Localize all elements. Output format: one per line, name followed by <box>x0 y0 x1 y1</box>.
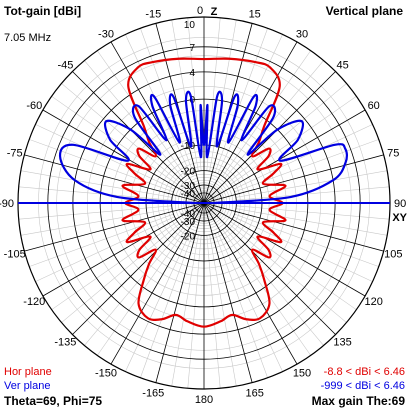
radial-tick-label: -30 <box>181 217 196 228</box>
angle-tick-label: 30 <box>296 28 308 40</box>
radial-tick-label: -40 <box>181 189 196 200</box>
angle-tick-label: 90 <box>394 198 406 210</box>
legend-hor-plane: Hor plane <box>4 366 52 378</box>
grid-spoke-major <box>203 202 366 297</box>
angle-tick-label: -150 <box>95 368 117 380</box>
radial-tick-label: -20 <box>181 231 196 242</box>
hor-range: -8.8 < dBi < 6.46 <box>323 366 405 378</box>
angle-tick-label: -75 <box>7 147 23 159</box>
grid-spoke-major <box>203 202 384 252</box>
grid-spoke-minor <box>217 232 283 372</box>
grid-spoke-major <box>24 202 205 252</box>
angle-tick-label: 15 <box>249 9 261 21</box>
radial-tick-label: -30 <box>181 181 196 192</box>
grid-spoke-major <box>203 109 366 204</box>
max-gain-readout: Max gain The:69 <box>311 394 405 408</box>
angle-tick-label: 75 <box>387 147 399 159</box>
angle-tick-label: 150 <box>293 368 311 380</box>
grid-spoke-major <box>203 154 384 204</box>
angle-tick-label: 105 <box>384 249 402 261</box>
grid-spoke-major <box>155 202 205 383</box>
angle-tick-label: 135 <box>333 337 351 349</box>
angle-tick-label: -60 <box>26 100 42 112</box>
angle-tick-label: -105 <box>4 249 26 261</box>
radial-tick-label: 7 <box>189 43 195 54</box>
angle-tick-label: 45 <box>336 59 348 71</box>
axis-label-z: Z <box>211 6 218 18</box>
grid-spoke-major <box>72 202 205 335</box>
angle-tick-label: -135 <box>54 337 76 349</box>
frequency-label: 7.05 MHz <box>4 32 52 44</box>
grid-spoke-minor <box>125 232 191 372</box>
angle-tick-label: -165 <box>142 387 164 399</box>
angle-tick-label: 0 <box>197 5 203 17</box>
grid-spoke-major <box>110 202 205 365</box>
grid-spoke-major <box>42 202 205 297</box>
angle-tick-label: -15 <box>145 9 161 21</box>
grid-spoke-major <box>203 202 253 383</box>
radial-tick-label: 4 <box>189 68 195 79</box>
radial-tick-label: -20 <box>181 167 196 178</box>
grid-spoke-major <box>203 202 336 335</box>
legend-ver-plane: Ver plane <box>4 380 51 392</box>
radial-tick-label: -10 <box>181 141 196 152</box>
grid-spoke-major <box>203 202 298 365</box>
grid-spoke-major <box>24 154 205 204</box>
plane-title: Vertical plane <box>325 4 403 18</box>
chart-title: Tot-gain [dBi] <box>4 4 82 18</box>
angle-tick-label: 60 <box>368 100 380 112</box>
series-ver-plane-line <box>58 90 348 205</box>
grid-spoke-major <box>203 41 298 204</box>
grid-spoke-major <box>203 71 336 204</box>
radial-tick-label: 10 <box>184 20 196 31</box>
radial-tick-label: -40 <box>181 209 196 220</box>
angle-tick-label: 120 <box>365 296 383 308</box>
angle-tick-label: -45 <box>57 59 73 71</box>
angle-tick-label: -30 <box>98 28 114 40</box>
grid-spoke-major <box>72 71 205 204</box>
angle-tick-label: 165 <box>246 387 264 399</box>
ver-range: -999 < dBi < 6.46 <box>320 380 405 392</box>
grid-spoke-major <box>42 109 205 204</box>
angles-readout: Theta=69, Phi=75 <box>4 394 103 408</box>
angle-tick-label: -120 <box>23 296 45 308</box>
angle-tick-label: -90 <box>0 198 14 210</box>
series-hor-plane-line <box>121 57 287 328</box>
grid-spoke-major <box>110 41 205 204</box>
angle-tick-label: 180 <box>195 394 213 406</box>
axis-label-xy: XY <box>392 212 407 224</box>
